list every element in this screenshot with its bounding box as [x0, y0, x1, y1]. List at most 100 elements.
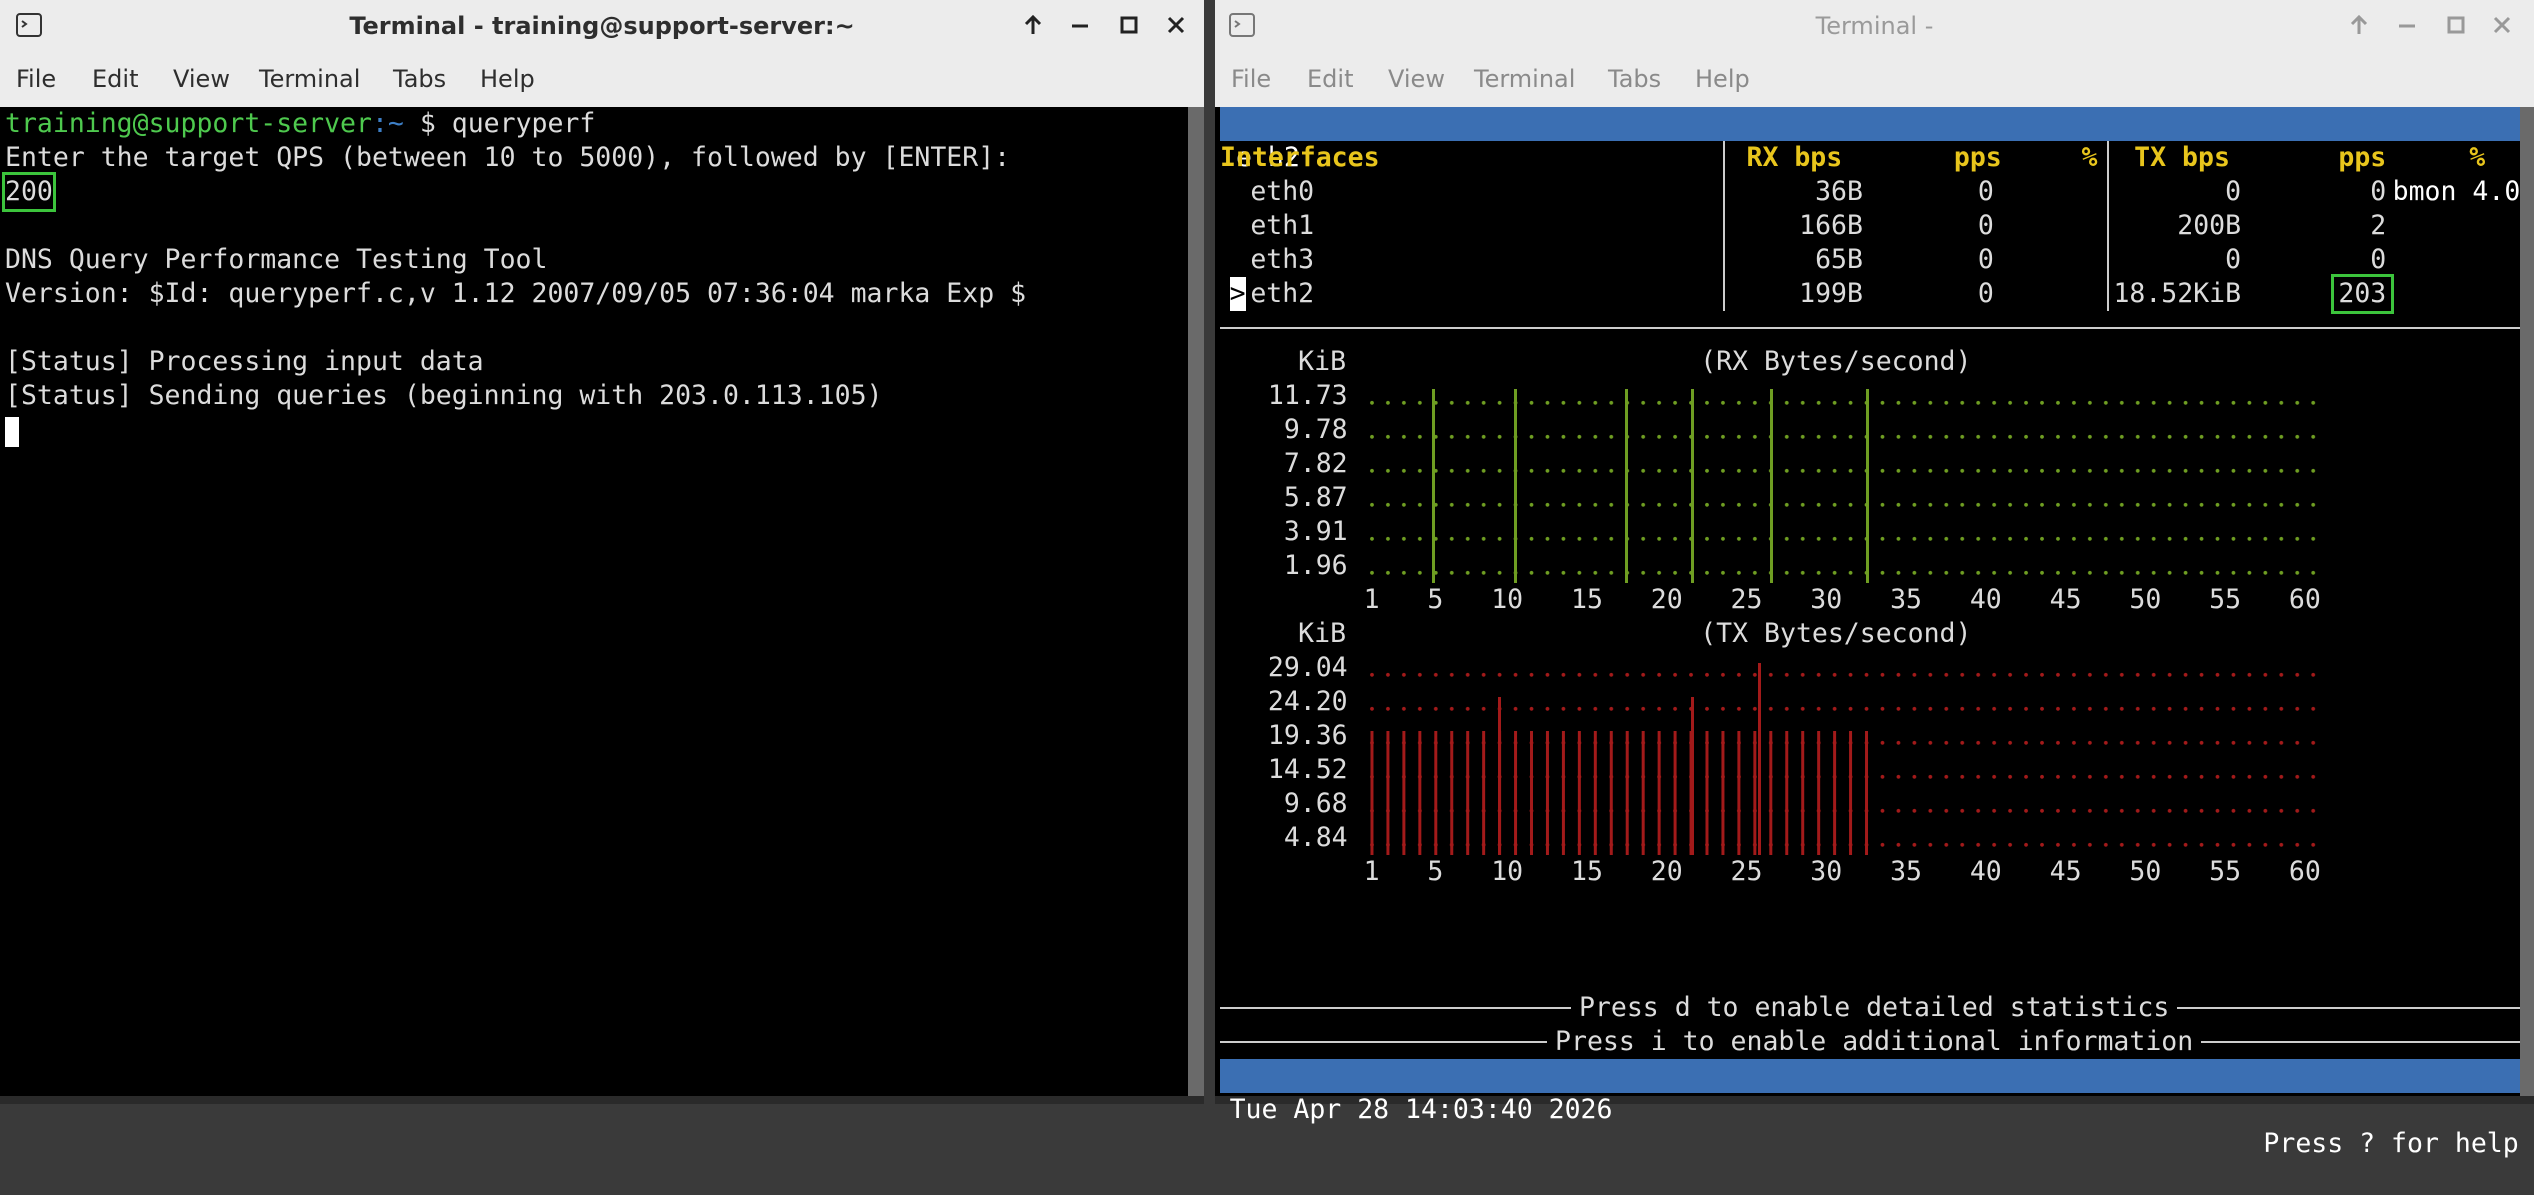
graph-bar [1770, 389, 1774, 583]
y-label: 19.36 [1267, 720, 1348, 751]
x-label: 15 [1570, 584, 1603, 615]
rx-bps: 199B [1799, 278, 1863, 309]
graph-bars [1363, 731, 1875, 855]
x-label: 55 [2209, 584, 2242, 615]
bmon-screen: eth2 bmon 4.0 Press d to enable detailed… [1220, 107, 2529, 1159]
scrollbar[interactable] [2520, 107, 2534, 1096]
app-icon [1229, 13, 1255, 37]
y-label: 3.91 [1283, 516, 1348, 547]
menu-item[interactable]: View [173, 65, 230, 93]
menu-item[interactable]: Help [1695, 65, 1750, 93]
x-label: 40 [1969, 856, 2002, 887]
rx-bps: 36B [1815, 176, 1863, 207]
menu-item[interactable]: Tabs [1608, 65, 1662, 93]
keep-above-button[interactable] [2350, 14, 2368, 34]
title-icons [16, 13, 1185, 37]
x-label: 40 [1969, 584, 2002, 615]
interface-name: eth3 [1250, 244, 1315, 275]
rx-bps: 65B [1815, 244, 1863, 275]
selection-marker: > [1229, 277, 1246, 311]
x-label: 5 [1427, 856, 1444, 887]
tx-pps: 203 [2330, 274, 2395, 314]
y-label: 29.04 [1267, 652, 1348, 683]
rx-pps: 0 [1977, 244, 1994, 275]
menu-item[interactable]: Edit [1307, 65, 1354, 93]
terminal-window: Terminal - File Edit View Terminal Tabs Help … [1215, 0, 2534, 1159]
menu-item[interactable]: Terminal [259, 65, 361, 93]
terminal-window: Terminal - training@support-server:~ Fil… [0, 0, 1204, 1104]
x-label: 50 [2129, 584, 2162, 615]
y-label: 4.84 [1283, 822, 1348, 853]
x-label: 10 [1491, 856, 1524, 887]
y-label: 5.87 [1283, 482, 1348, 513]
title-bar: Terminal - training@support-server:~ [0, 0, 1204, 52]
output-line: Enter the target QPS (between 10 to 5000… [5, 142, 1011, 173]
output-line: [Status] Processing input data [5, 346, 484, 377]
tx-pps: 2 [2370, 210, 2387, 241]
maximize-button[interactable] [1120, 16, 1138, 34]
column-header: TX bps [2134, 142, 2230, 173]
graph-bar [1625, 389, 1629, 583]
close-button[interactable] [2493, 16, 2511, 34]
graph-bar [1432, 389, 1436, 583]
menu-item[interactable]: Terminal [1474, 65, 1576, 93]
keep-above-button[interactable] [1024, 14, 1042, 34]
graph-bar [1690, 697, 1694, 855]
x-label: 25 [1730, 584, 1763, 615]
y-label: 11.73 [1267, 380, 1348, 411]
column-header: Interfaces [1220, 142, 1380, 173]
prompt-user: training@support-server [5, 108, 372, 139]
x-label: 25 [1730, 856, 1763, 887]
menu-item[interactable]: Tabs [393, 65, 447, 93]
y-label: 14.52 [1267, 754, 1348, 785]
x-label: 35 [1890, 584, 1922, 615]
y-label: 24.20 [1267, 686, 1348, 717]
page: {"left_window":{"title":"Terminal - trai… [0, 0, 2534, 1159]
x-label: 1 [1363, 584, 1380, 615]
terminal-area: eth2 bmon 4.0 Press d to enable detailed… [1215, 107, 2529, 1159]
window-title: Terminal - training@support-server:~ [349, 12, 855, 40]
graph-bar [1690, 389, 1694, 583]
column-header: pps [1953, 142, 2002, 173]
rx-pps: 0 [1977, 210, 1994, 241]
close-button[interactable] [1167, 16, 1185, 34]
menu-item[interactable]: Help [480, 65, 535, 93]
rx-bps: 166B [1799, 210, 1863, 241]
separator [2107, 141, 2110, 311]
maximize-button[interactable] [2447, 16, 2465, 34]
graph-dots [1363, 379, 2321, 583]
graph-title: (RX Bytes/second) [1700, 346, 1972, 377]
menu-item[interactable]: View [1388, 65, 1445, 93]
hint-line: Press i to enable additional information [1220, 1025, 2529, 1059]
menu-item[interactable]: File [16, 65, 57, 93]
x-label: 30 [1810, 856, 1843, 887]
prompt-line: training@support-server:~ $ queryperf [5, 107, 595, 141]
separator [1722, 141, 1725, 311]
hint-line: Press d to enable detailed statistics [1220, 991, 2529, 1025]
version: bmon 4.0 [2392, 176, 2521, 207]
x-label: 35 [1890, 856, 1922, 887]
graph-unit: KiB [1298, 346, 1347, 377]
x-label: 10 [1491, 584, 1524, 615]
scrollbar[interactable] [1188, 107, 1204, 1096]
window-title: Terminal - [1815, 12, 1934, 40]
cursor [5, 417, 19, 447]
hint: Press i to enable additional information [1555, 1026, 2194, 1057]
x-label: 15 [1570, 856, 1603, 887]
y-label: 9.68 [1283, 788, 1348, 819]
x-label: 20 [1650, 584, 1683, 615]
output-line: Version: $Id: queryperf.c,v 1.12 2007/09… [5, 278, 1027, 309]
x-label: 30 [1810, 584, 1843, 615]
x-label: 60 [2288, 584, 2321, 615]
interface-name: eth2 [1250, 278, 1315, 309]
column-header: pps [2338, 142, 2387, 173]
x-label: 55 [2209, 856, 2242, 887]
title-bar: Terminal - [1215, 0, 2534, 52]
menu-item[interactable]: Edit [92, 65, 139, 93]
menu-bar: File Edit View Terminal Tabs Help [1215, 52, 2534, 107]
terminal-area: training@support-server:~ $ queryperf En… [0, 107, 1188, 1096]
x-label: 20 [1650, 856, 1683, 887]
graph-bar [1866, 389, 1870, 583]
graph-bar [1497, 697, 1501, 855]
menu-item[interactable]: File [1231, 65, 1272, 93]
